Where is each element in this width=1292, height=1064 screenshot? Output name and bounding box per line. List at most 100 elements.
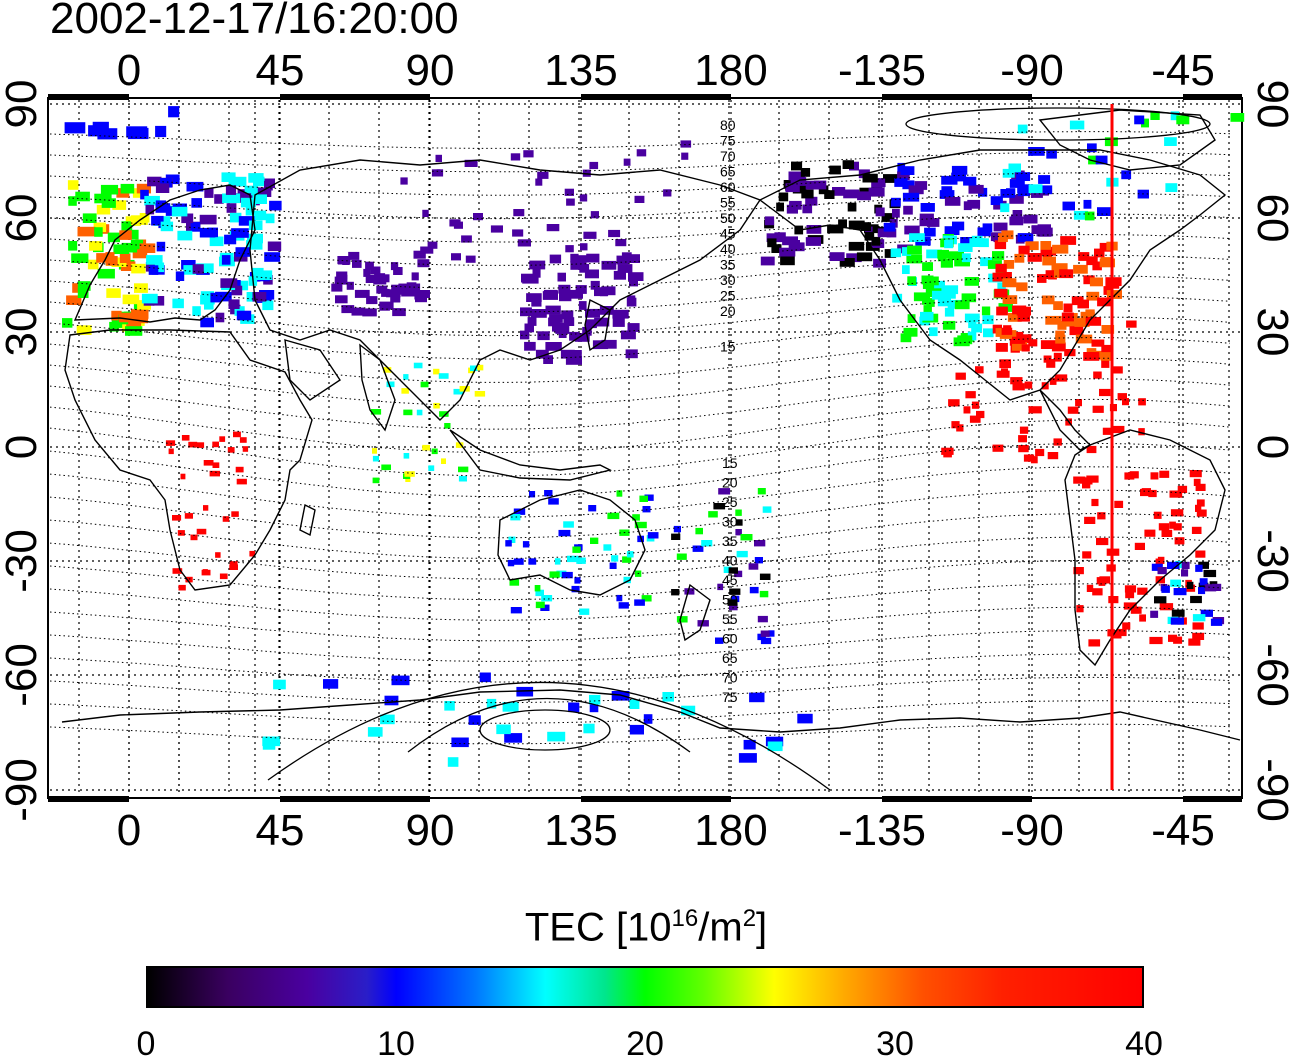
tec-patch: [181, 213, 194, 224]
tec-patch: [1018, 245, 1030, 255]
tec-patch: [204, 188, 214, 198]
tec-patch: [1122, 398, 1129, 406]
tec-patch: [113, 244, 130, 254]
lat-right-label: -30: [1248, 529, 1292, 593]
africa-coast: [64, 329, 313, 591]
tec-patch: [390, 294, 401, 303]
tec-patch: [626, 551, 634, 558]
tec-patch: [215, 312, 225, 323]
tec-patch: [978, 238, 989, 248]
tec-patch: [968, 184, 984, 194]
tec-patch: [900, 166, 915, 175]
tec-patch: [526, 293, 542, 302]
tec-patch: [937, 297, 951, 307]
new-zealand-coast: [679, 583, 711, 642]
contour-label-s60: 60: [722, 631, 738, 647]
tec-patch: [1042, 256, 1056, 266]
tec-patch: [1082, 551, 1092, 559]
north-america-coast: [758, 149, 1227, 401]
tec-patch: [1038, 175, 1051, 184]
tec-patch: [68, 241, 78, 251]
tec-patch: [222, 516, 230, 522]
tec-patch: [992, 444, 1004, 452]
tec-patch: [1002, 168, 1015, 178]
tec-patch: [718, 488, 731, 495]
tec-patch: [1002, 278, 1016, 288]
tec-patch: [112, 200, 127, 210]
tec-patch: [422, 209, 429, 217]
tec-patch: [367, 727, 383, 737]
tec-patch: [776, 202, 784, 212]
tec-patch: [907, 314, 916, 323]
antarctica-coast: [61, 689, 1241, 741]
tec-patch: [575, 285, 587, 294]
tec-patch: [1088, 155, 1098, 165]
tec-patch: [535, 349, 549, 359]
tec-patch: [1053, 438, 1062, 446]
tec-patch: [584, 269, 599, 279]
tec-patch: [531, 297, 542, 307]
tec-patch: [479, 672, 491, 683]
tec-patch: [160, 221, 174, 232]
tec-patch: [1195, 550, 1206, 558]
tec-patch: [629, 277, 638, 287]
tec-patch: [727, 599, 738, 606]
tec-patch: [996, 306, 1008, 316]
tec-patch: [1031, 225, 1041, 234]
tec-patch: [118, 312, 137, 323]
tec-patch: [589, 702, 599, 713]
tec-patch: [590, 537, 599, 544]
tec-patch: [172, 568, 183, 574]
tec-patch: [971, 323, 983, 333]
tec-patch: [496, 724, 511, 735]
tec-patch: [1137, 587, 1148, 595]
tec-patch: [146, 255, 163, 265]
tec-patch: [738, 753, 757, 763]
tec-patch: [579, 263, 590, 273]
tec-patch: [1024, 381, 1033, 389]
tec-patch: [141, 293, 158, 304]
tec-patch: [601, 339, 617, 349]
tec-patch: [629, 699, 640, 709]
tec-patch: [1139, 614, 1146, 622]
tec-patch: [774, 232, 786, 242]
tec-patch: [976, 410, 985, 419]
tec-patch: [212, 441, 219, 448]
tec-patch: [568, 702, 580, 713]
lon-bottom-label: 90: [406, 806, 455, 855]
tec-patch: [1126, 320, 1137, 328]
tec-patch: [762, 506, 772, 513]
tec-patch: [119, 230, 132, 240]
tec-patch: [1198, 582, 1209, 590]
tec-patch: [77, 281, 91, 291]
tec-patch: [226, 203, 237, 213]
tec-patch: [1117, 393, 1127, 401]
tec-patch: [583, 231, 597, 239]
tec-patch: [922, 262, 933, 271]
lon-bottom-label: 0: [117, 806, 141, 855]
tec-patch: [248, 173, 264, 183]
india-coast: [359, 343, 396, 432]
tec-patch: [1192, 632, 1205, 640]
tec-patch: [1057, 321, 1067, 330]
tec-patch: [767, 238, 777, 248]
tec-patch: [155, 125, 167, 138]
tec-patch: [1174, 537, 1185, 545]
tec-patch: [196, 528, 207, 535]
contour-label-n50: 50: [720, 210, 736, 226]
tec-patch: [122, 294, 140, 305]
contour-label-n70: 70: [720, 148, 736, 164]
tec-patch: [998, 233, 1008, 242]
tec-patch: [1059, 269, 1074, 279]
tec-patch: [75, 191, 90, 202]
tec-patch: [219, 573, 228, 580]
tec-patch: [805, 237, 821, 246]
tec-patch: [868, 187, 885, 197]
lat-left-labels: 90 60 30 0 -30 -60 -90: [0, 80, 46, 822]
tec-patch: [221, 255, 231, 265]
tec-patch: [843, 189, 860, 199]
tec-patch: [556, 570, 567, 577]
tec-patch: [392, 308, 406, 317]
tec-patch: [436, 169, 444, 177]
tec-patch: [415, 294, 427, 303]
